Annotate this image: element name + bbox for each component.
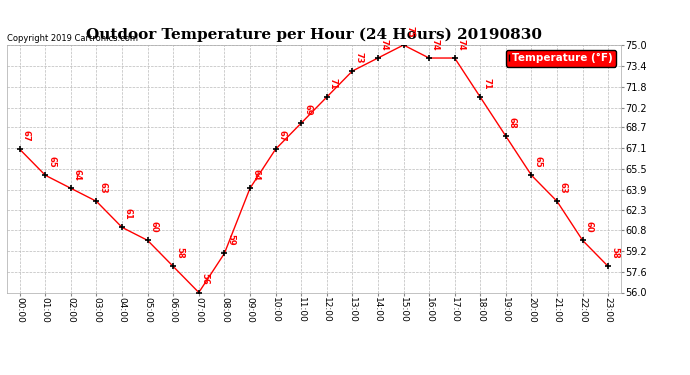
Text: 60: 60	[584, 221, 593, 232]
Text: 68: 68	[508, 117, 517, 128]
Text: 65: 65	[533, 156, 542, 168]
Text: 71: 71	[328, 78, 337, 89]
Text: 58: 58	[610, 247, 619, 259]
Text: 74: 74	[457, 39, 466, 50]
Text: 64: 64	[72, 169, 82, 180]
Text: 67: 67	[277, 130, 286, 141]
Text: 58: 58	[175, 247, 184, 259]
Text: Copyright 2019 Cartronics.com: Copyright 2019 Cartronics.com	[7, 33, 138, 42]
Text: 56: 56	[201, 273, 210, 285]
Text: 75: 75	[406, 26, 415, 37]
Title: Outdoor Temperature per Hour (24 Hours) 20190830: Outdoor Temperature per Hour (24 Hours) …	[86, 28, 542, 42]
Text: 74: 74	[380, 39, 389, 50]
Text: 65: 65	[47, 156, 56, 168]
Text: 64: 64	[252, 169, 261, 180]
Text: 63: 63	[559, 182, 568, 194]
Legend: Temperature (°F): Temperature (°F)	[506, 50, 615, 66]
Text: 69: 69	[303, 104, 312, 116]
Text: 60: 60	[150, 221, 159, 232]
Text: 67: 67	[21, 130, 30, 141]
Text: 61: 61	[124, 208, 133, 219]
Text: 73: 73	[354, 52, 363, 63]
Text: 59: 59	[226, 234, 235, 246]
Text: 63: 63	[99, 182, 108, 194]
Text: 74: 74	[431, 39, 440, 50]
Text: 71: 71	[482, 78, 491, 89]
